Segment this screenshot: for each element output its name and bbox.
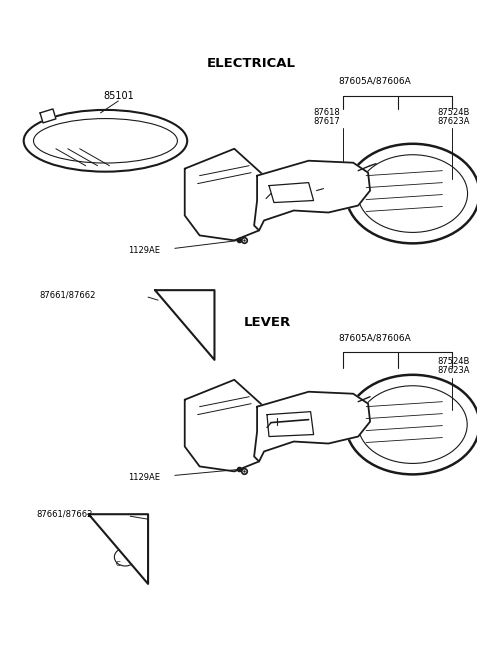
Text: 87605A/87606A: 87605A/87606A [338, 334, 411, 342]
Ellipse shape [24, 110, 187, 171]
Text: 1129AE: 1129AE [128, 246, 160, 255]
Text: 87605A/87606A: 87605A/87606A [338, 77, 411, 85]
Text: 87618: 87618 [313, 108, 340, 118]
Polygon shape [269, 183, 313, 202]
Text: 85101: 85101 [103, 91, 134, 101]
Text: 87623A: 87623A [437, 118, 470, 126]
Text: 87524B: 87524B [437, 357, 470, 367]
Ellipse shape [346, 144, 480, 243]
Text: 87661/87662: 87661/87662 [36, 510, 93, 519]
Polygon shape [185, 380, 264, 471]
Text: 87623A: 87623A [437, 367, 470, 375]
Polygon shape [155, 290, 215, 360]
Text: 87524B: 87524B [437, 108, 470, 118]
Polygon shape [89, 514, 148, 584]
Ellipse shape [114, 548, 136, 566]
Text: ELECTRICAL: ELECTRICAL [207, 57, 296, 70]
Ellipse shape [278, 181, 306, 204]
Text: LEVER: LEVER [243, 315, 290, 328]
Ellipse shape [346, 374, 480, 474]
Polygon shape [254, 161, 370, 231]
Polygon shape [254, 392, 370, 461]
Text: 87617: 87617 [313, 118, 340, 126]
Polygon shape [40, 109, 56, 123]
Polygon shape [185, 148, 264, 240]
Text: 1129AE: 1129AE [128, 473, 160, 482]
Text: 87661/87662: 87661/87662 [39, 290, 96, 300]
Polygon shape [267, 412, 313, 436]
Text: C: C [116, 561, 120, 567]
